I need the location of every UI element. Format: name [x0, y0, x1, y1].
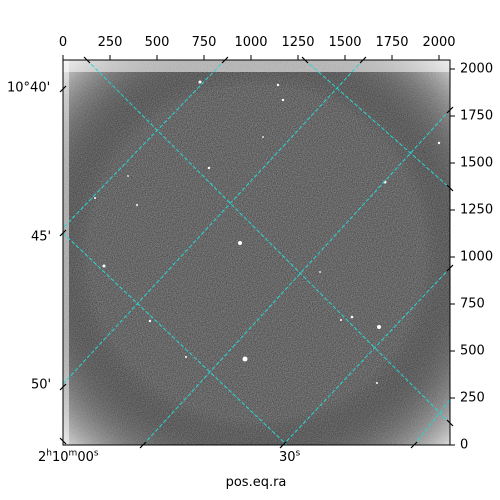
top-tick-label: 1500: [328, 35, 362, 50]
top-tick-label: 2000: [422, 35, 456, 50]
right-tick-label: 500: [460, 343, 485, 359]
dec-tick-label: 45': [31, 229, 52, 245]
right-tick-label: 750: [460, 296, 485, 312]
right-tick-label: 0: [460, 437, 469, 453]
top-tick-label: 1000: [234, 35, 268, 50]
top-tick-label: 1250: [281, 35, 315, 50]
right-tick-label: 1250: [460, 202, 494, 218]
top-tick-label: 500: [144, 35, 170, 50]
ra-tick-label: 30s: [279, 448, 301, 465]
coordinate-grid: [63, 60, 450, 445]
right-tick-label: 1000: [460, 249, 494, 265]
top-tick-label: 250: [97, 35, 123, 50]
x-axis-label: pos.eq.ra: [225, 475, 287, 490]
top-tick-label: 1750: [375, 35, 409, 50]
right-tick-label: 250: [460, 390, 485, 406]
dec-tick-label: 50': [31, 377, 52, 393]
dec-tick-label: 10°40': [7, 80, 51, 96]
top-tick-marks: [62, 55, 440, 60]
ra-tick-label: 2h10m00s: [38, 448, 99, 465]
sky-image: [63, 60, 450, 445]
top-tick-label: 0: [58, 35, 68, 50]
right-tick-label: 2000: [460, 61, 494, 77]
right-tick-marks: [450, 68, 455, 446]
right-tick-label: 1750: [460, 108, 494, 124]
plot-frame: [62, 59, 451, 446]
stars: [94, 80, 441, 384]
top-tick-label: 750: [191, 35, 217, 50]
right-tick-label: 1500: [460, 155, 494, 171]
wcs-tick-marks: [59, 56, 454, 449]
